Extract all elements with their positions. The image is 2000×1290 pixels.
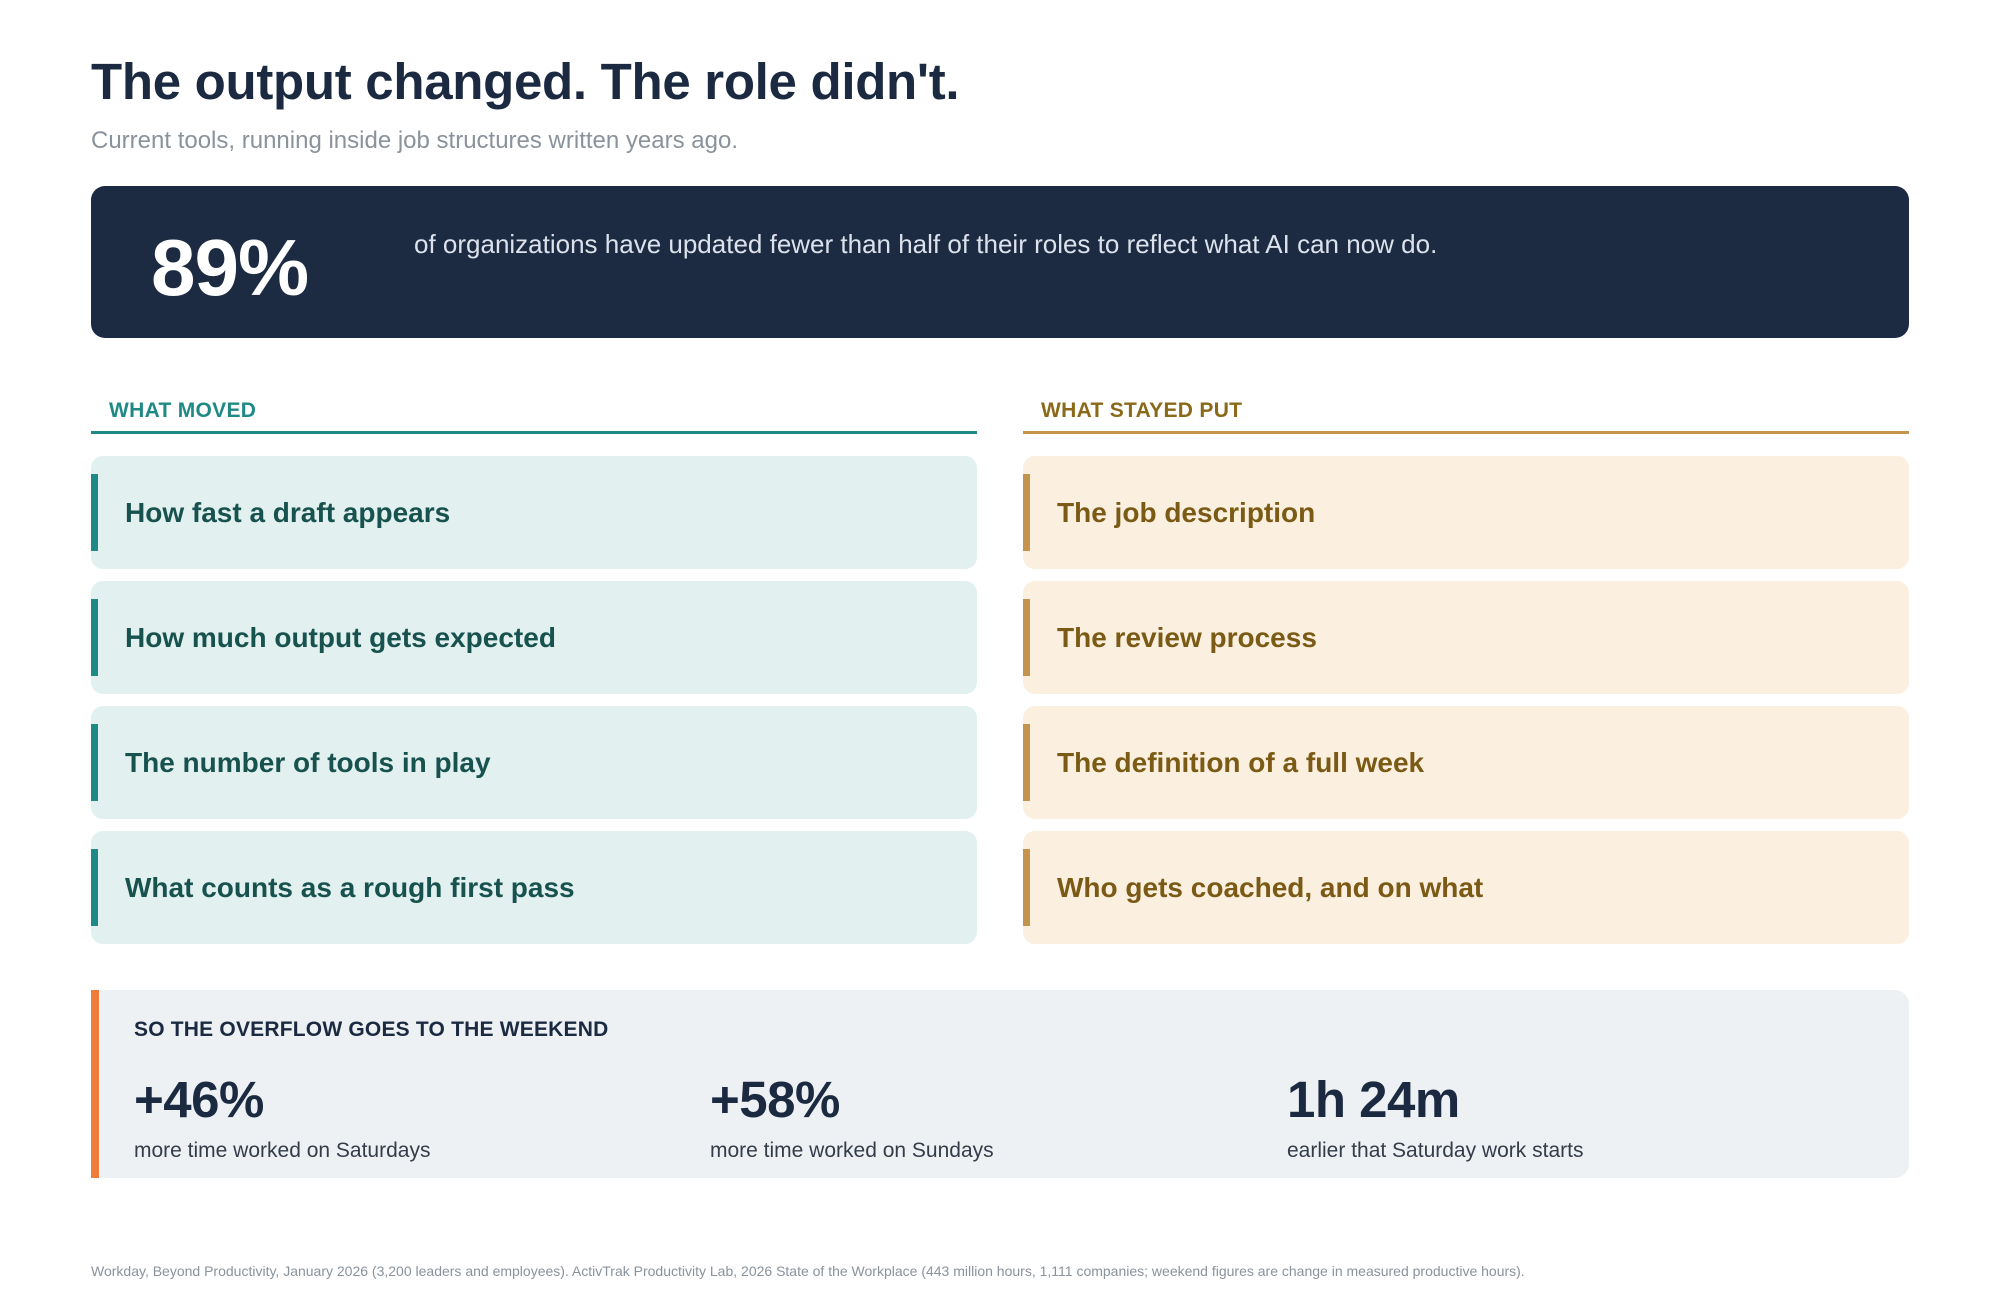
what-moved-heading: WHAT MOVED	[91, 396, 977, 434]
moved-item: How fast a draft appears	[91, 456, 977, 569]
overflow-heading: SO THE OVERFLOW GOES TO THE WEEKEND	[134, 1018, 609, 1041]
accent-bar	[91, 724, 98, 801]
saturday-start-stat: 1h 24m earlier that Saturday work starts	[1287, 1072, 1583, 1164]
accent-bar	[1023, 474, 1030, 551]
accent-bar	[1023, 724, 1030, 801]
accent-bar	[91, 474, 98, 551]
stayed-item-label: Who gets coached, and on what	[1057, 871, 1484, 903]
moved-item-label: How fast a draft appears	[125, 496, 451, 528]
stayed-item: The job description	[1023, 456, 1909, 569]
moved-item: The number of tools in play	[91, 706, 977, 819]
stayed-item-label: The definition of a full week	[1057, 746, 1425, 778]
what-stayed-heading: WHAT STAYED PUT	[1023, 396, 1909, 434]
saturday-stat: +46% more time worked on Saturdays	[134, 1072, 430, 1164]
stat-value: 1h 24m	[1287, 1071, 1460, 1128]
hero-stat: 89%	[151, 223, 309, 312]
stat-label: more time worked on Sundays	[710, 1139, 994, 1162]
sunday-stat: +58% more time worked on Sundays	[710, 1072, 994, 1164]
hero-text: of organizations have updated fewer than…	[414, 229, 1438, 259]
moved-item-label: The number of tools in play	[125, 746, 491, 778]
page-title: The output changed. The role didn't.	[91, 53, 960, 110]
stayed-item-label: The job description	[1057, 496, 1316, 528]
hero-banner: 89% of organizations have updated fewer …	[91, 186, 1909, 338]
page-subtitle: Current tools, running inside job struct…	[91, 127, 738, 154]
moved-item-label: How much output gets expected	[125, 621, 556, 653]
source-footnote: Workday, Beyond Productivity, January 20…	[91, 1263, 1525, 1279]
stayed-item: The definition of a full week	[1023, 706, 1909, 819]
weekend-overflow-panel: SO THE OVERFLOW GOES TO THE WEEKEND +46%…	[91, 990, 1909, 1178]
accent-bar	[91, 849, 98, 926]
stat-value: +46%	[134, 1071, 264, 1128]
stayed-item-label: The review process	[1057, 621, 1317, 653]
moved-item: What counts as a rough first pass	[91, 831, 977, 944]
moved-item: How much output gets expected	[91, 581, 977, 694]
accent-bar	[91, 599, 98, 676]
stayed-item: Who gets coached, and on what	[1023, 831, 1909, 944]
what-stayed-column: WHAT STAYED PUT The job description The …	[1023, 396, 1909, 944]
stat-value: +58%	[710, 1071, 840, 1128]
what-moved-column: WHAT MOVED How fast a draft appears How …	[91, 396, 977, 944]
stat-label: more time worked on Saturdays	[134, 1139, 431, 1162]
accent-bar	[1023, 849, 1030, 926]
stayed-item: The review process	[1023, 581, 1909, 694]
comparison-columns: WHAT MOVED How fast a draft appears How …	[91, 396, 1909, 944]
moved-item-label: What counts as a rough first pass	[125, 871, 575, 903]
stat-label: earlier that Saturday work starts	[1287, 1139, 1584, 1162]
accent-bar	[1023, 599, 1030, 676]
